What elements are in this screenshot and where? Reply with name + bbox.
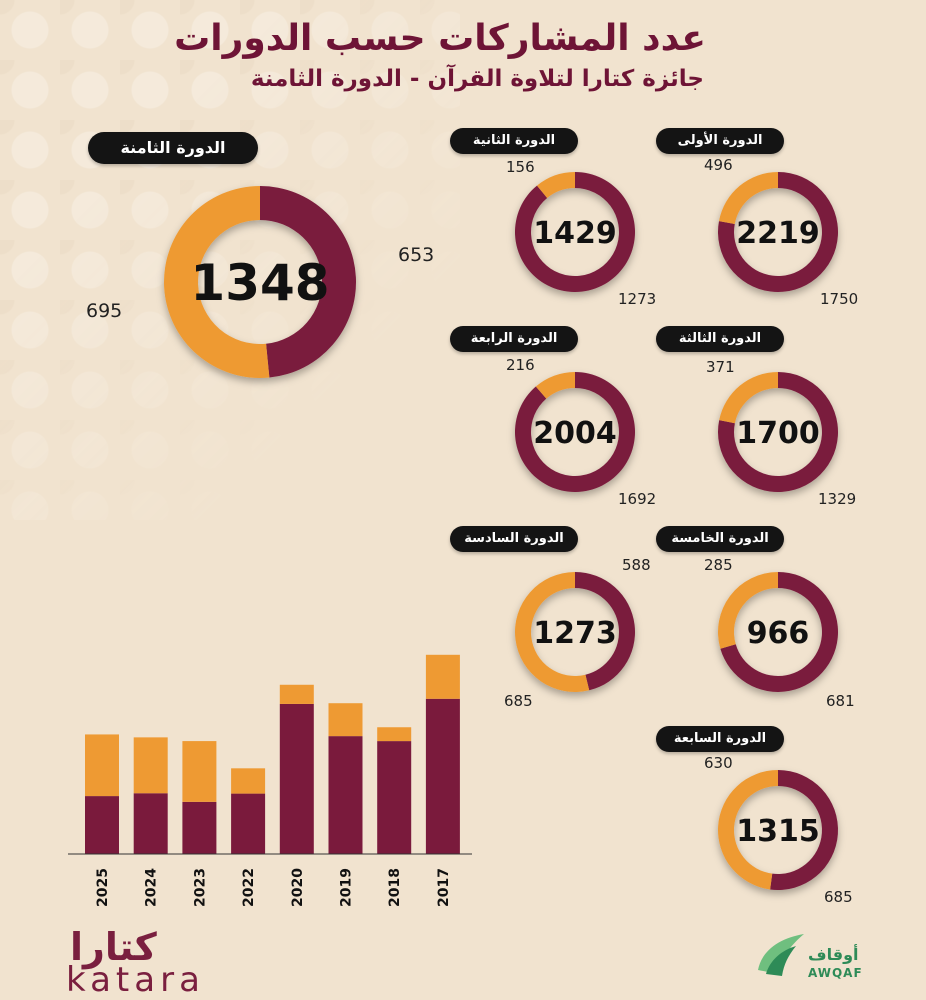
donut-segment-light [717, 770, 778, 890]
bar-segment-light [231, 768, 266, 794]
bar-year-label: 2022 [241, 868, 257, 907]
donut-chart: 2219 [718, 172, 838, 292]
donut-value-dark: 685 [824, 888, 853, 906]
donut-chart: 1315 [717, 770, 838, 890]
donut-total-label: 966 [747, 616, 810, 651]
bar-year-label: 2018 [387, 868, 403, 907]
donut-value-light: 630 [704, 754, 733, 772]
bar-segment-dark [279, 703, 314, 854]
donut-title-pill: الدورة الرابعة [450, 326, 578, 352]
donut-value-dark: 681 [826, 692, 855, 710]
donut-value-light: 685 [504, 692, 533, 710]
donut-segment-light [719, 172, 778, 224]
donut-title-pill: الدورة السادسة [450, 526, 578, 552]
donut-title-pill: الدورة الأولى [656, 128, 784, 154]
donut-segment-light [536, 172, 575, 198]
donut-value-dark: 653 [398, 244, 435, 266]
bar-year-label: 2025 [95, 868, 111, 907]
background-pattern [0, 0, 460, 520]
bar-segment-dark [231, 793, 266, 854]
awqaf-logo-latin: AWQAF [808, 966, 863, 980]
donut-segment-light [163, 186, 270, 378]
donut-chart: 1700 [718, 372, 838, 492]
bar-segment-light [425, 654, 460, 699]
donut-value-dark: 588 [622, 556, 651, 574]
bar-segment-dark [182, 801, 217, 854]
page-title: عدد المشاركات حسب الدورات [174, 18, 706, 59]
donut-segment-light [718, 572, 778, 649]
donut-total-label: 1700 [736, 416, 820, 451]
donut-value-dark: 1273 [618, 290, 657, 308]
donut-title-pill: الدورة الثالثة [656, 326, 784, 352]
donut-chart: 966 [718, 572, 838, 692]
donut-title-pill: الدورة السابعة [656, 726, 784, 752]
donut-value-dark: 1750 [820, 290, 859, 308]
bar-segment-dark [133, 793, 168, 854]
bar-year-label: 2017 [436, 868, 452, 907]
donut-value-light: 156 [506, 158, 535, 176]
donut-total-label: 2219 [736, 216, 820, 251]
donut-chart: 1429 [515, 172, 635, 292]
donut-segment-dark [260, 186, 356, 378]
bar-segment-light [377, 727, 412, 742]
donut-segment-light [535, 372, 575, 399]
katara-logo-arabic: كتارا [70, 925, 157, 969]
bar-segment-light [182, 741, 217, 802]
donut-value-light: 371 [706, 358, 735, 376]
bar-segment-dark [425, 698, 460, 854]
donut-total-label: 2004 [533, 416, 617, 451]
donut-total-label: 1273 [533, 616, 617, 651]
katara-logo-latin: katara [66, 960, 205, 1000]
donut-total-label: 1315 [736, 814, 820, 849]
donut-value-dark: 1692 [618, 490, 657, 508]
donut-segment-dark [770, 770, 838, 890]
donut-total-label: 1429 [533, 216, 617, 251]
awqaf-logo-arabic: أوقاف [808, 945, 859, 964]
donut-segment-light [515, 572, 590, 692]
bar-segment-light [328, 703, 363, 737]
bar-segment-light [133, 737, 168, 794]
donut-value-light: 285 [704, 556, 733, 574]
page-subtitle: جائزة كتارا لتلاوة القرآن - الدورة الثام… [250, 66, 704, 92]
bar-segment-dark [85, 796, 119, 854]
donut-chart: 1273 [515, 572, 635, 692]
donut-value-light: 695 [86, 300, 123, 322]
donut-value-light: 216 [506, 356, 535, 374]
bar-segment-light [279, 684, 314, 704]
donut-chart: 2004 [515, 372, 635, 492]
bar-year-label: 2019 [339, 868, 355, 907]
bar-year-label: 2023 [192, 868, 208, 907]
bar-year-label: 2020 [290, 868, 306, 907]
bar-segment-dark [377, 741, 412, 854]
bar-chart: 2025 2024 2023 2022 2020 2019 2018 2017 [68, 654, 472, 907]
awqaf-logo-icon [758, 934, 804, 976]
donut-value-dark: 1329 [818, 490, 857, 508]
bar-year-label: 2024 [144, 868, 160, 907]
donut-chart: 1348 [163, 186, 356, 378]
donut-title-pill: الدورة الثامنة [88, 132, 258, 164]
donut-segment-light [719, 372, 778, 424]
bar-segment-light [85, 734, 119, 797]
donut-title-pill: الدورة الخامسة [656, 526, 784, 552]
donut-total-label: 1348 [190, 254, 329, 312]
donut-value-light: 496 [704, 156, 733, 174]
bar-segment-dark [328, 736, 363, 854]
donut-segment-dark [575, 572, 635, 691]
donut-title-pill: الدورة الثانية [450, 128, 578, 154]
